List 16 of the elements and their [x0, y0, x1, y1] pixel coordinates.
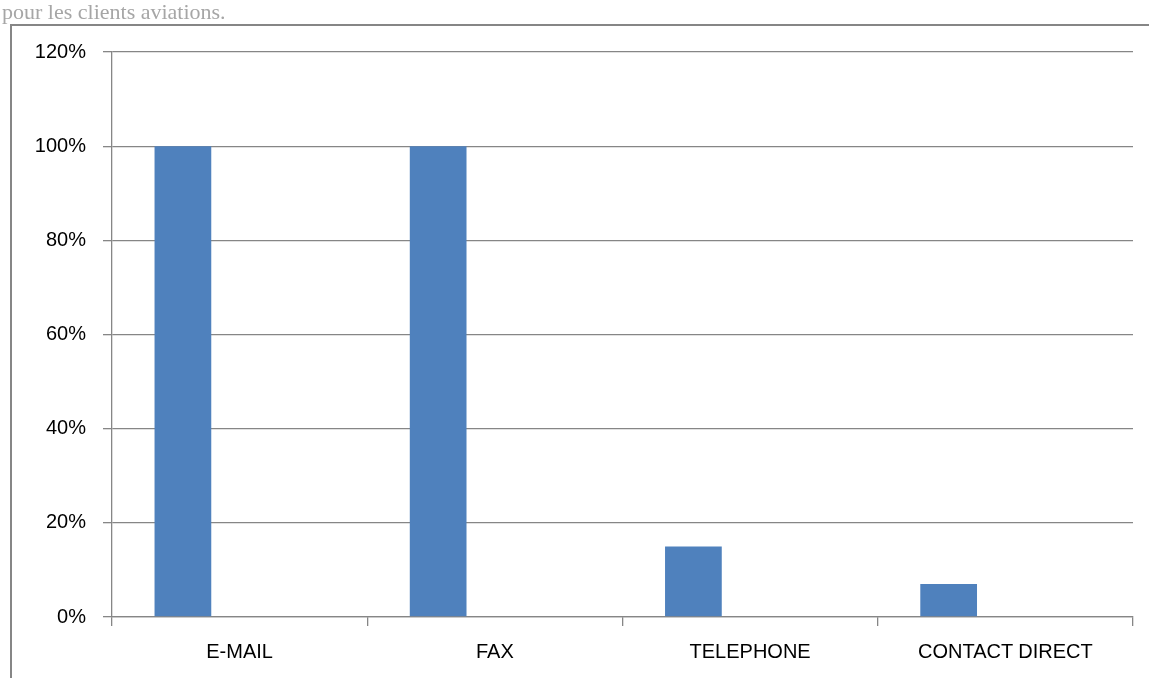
- y-tick-label: 0%: [57, 604, 87, 627]
- y-tick-label: 40%: [45, 416, 87, 439]
- x-tick-label: E-MAIL: [206, 639, 273, 662]
- y-tick-label: 100%: [34, 133, 87, 156]
- y-tick-label: 20%: [45, 510, 87, 533]
- bar: [409, 146, 467, 617]
- bar: [920, 584, 978, 617]
- x-tick-label: FAX: [475, 639, 514, 662]
- bar: [154, 146, 212, 617]
- bar: [665, 546, 722, 617]
- y-tick-label: 120%: [34, 39, 87, 62]
- text: pour les clients aviations.: [2, 0, 226, 24]
- x-tick-label: CONTACT DIRECT: [917, 639, 1093, 662]
- y-tick-label: 80%: [45, 227, 87, 250]
- y-tick-label: 60%: [45, 322, 87, 345]
- x-tick-label: TELEPHONE: [689, 639, 811, 662]
